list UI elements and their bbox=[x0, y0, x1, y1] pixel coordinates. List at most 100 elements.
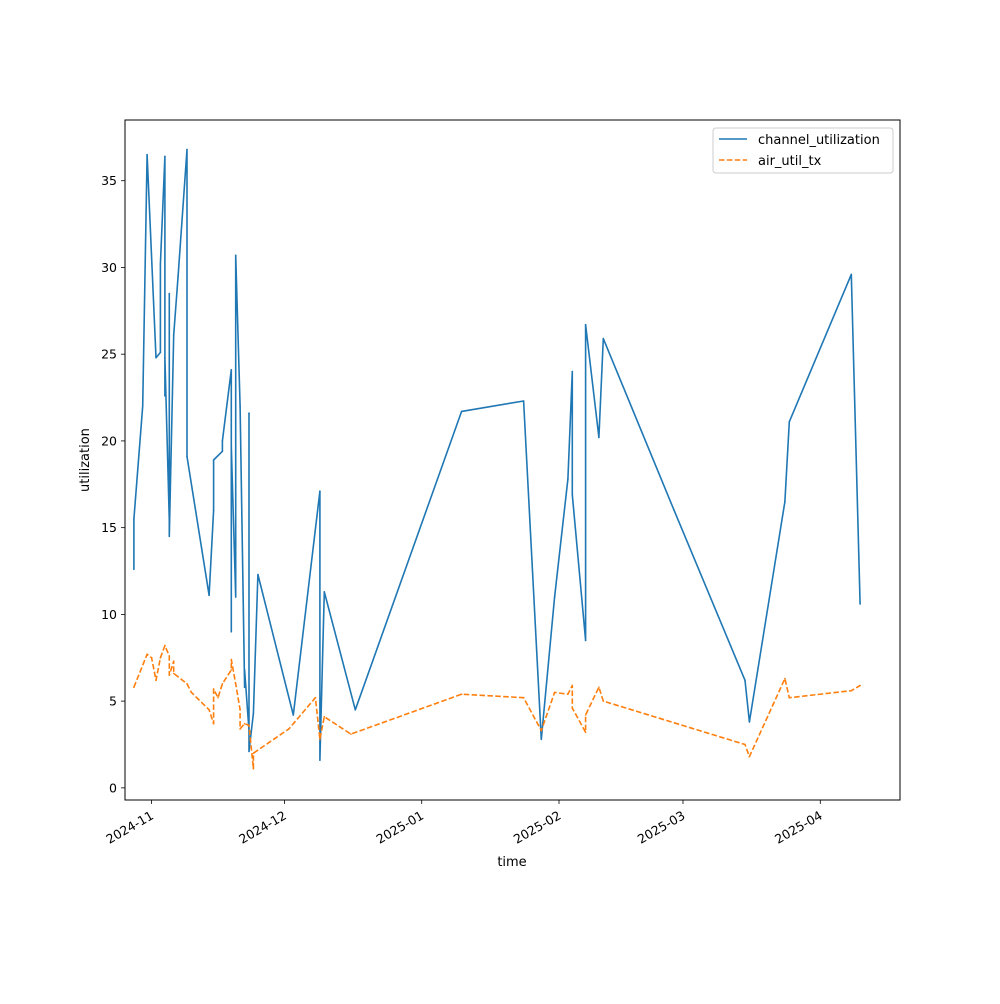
data-point bbox=[239, 405, 241, 408]
data-point bbox=[164, 155, 166, 158]
y-tick-label: 25 bbox=[101, 347, 117, 362]
data-point bbox=[146, 153, 148, 156]
data-point bbox=[234, 683, 237, 685]
data-point bbox=[602, 337, 605, 340]
data-point bbox=[221, 440, 224, 442]
y-tick-label: 15 bbox=[101, 520, 117, 535]
data-point bbox=[859, 684, 861, 687]
y-tick-label: 30 bbox=[101, 260, 117, 275]
plot-frame bbox=[124, 119, 901, 801]
data-point bbox=[584, 731, 587, 734]
data-point bbox=[584, 639, 587, 642]
data-point bbox=[212, 509, 215, 512]
series-layer bbox=[133, 148, 861, 770]
data-point bbox=[243, 686, 246, 688]
data-point bbox=[168, 655, 171, 657]
series-line-air-util-tx bbox=[133, 644, 861, 770]
data-point bbox=[230, 669, 233, 671]
y-tick-label: 20 bbox=[101, 433, 117, 448]
data-point bbox=[354, 709, 357, 711]
data-point bbox=[602, 700, 605, 702]
series-air-util-tx bbox=[133, 644, 861, 770]
data-point bbox=[168, 292, 171, 295]
data-point bbox=[133, 686, 135, 688]
data-point bbox=[221, 450, 224, 453]
data-point bbox=[239, 728, 241, 730]
data-point bbox=[164, 356, 166, 359]
data-point bbox=[243, 722, 246, 725]
legend-label-channel-utilization: channel_utilization bbox=[758, 133, 880, 148]
data-point bbox=[212, 722, 215, 725]
data-point bbox=[168, 674, 171, 676]
data-point bbox=[598, 686, 600, 688]
data-point bbox=[212, 459, 215, 461]
data-point bbox=[748, 755, 751, 758]
data-point bbox=[230, 445, 233, 447]
data-point bbox=[186, 455, 188, 458]
data-point bbox=[208, 594, 210, 597]
data-point bbox=[314, 696, 317, 699]
data-point bbox=[292, 714, 295, 716]
data-point bbox=[146, 653, 148, 656]
data-point bbox=[571, 684, 574, 687]
data-point bbox=[252, 752, 255, 754]
legend-box bbox=[712, 127, 894, 174]
data-point bbox=[319, 490, 321, 493]
data-point bbox=[234, 254, 237, 257]
data-point bbox=[319, 738, 321, 741]
data-point bbox=[319, 759, 321, 761]
data-point bbox=[252, 712, 255, 715]
data-point bbox=[571, 707, 574, 709]
data-point bbox=[177, 275, 179, 277]
data-point bbox=[155, 356, 157, 359]
data-point bbox=[217, 696, 219, 699]
data-point bbox=[186, 683, 188, 685]
data-point bbox=[133, 518, 135, 520]
data-point bbox=[168, 535, 171, 538]
data-point bbox=[859, 603, 861, 605]
data-point bbox=[784, 677, 786, 680]
y-tick-label: 35 bbox=[101, 173, 117, 188]
data-point bbox=[133, 568, 135, 571]
data-point bbox=[540, 738, 543, 741]
data-point bbox=[168, 519, 171, 522]
y-axis-label: utilization bbox=[78, 428, 93, 492]
data-point bbox=[850, 273, 853, 276]
data-point bbox=[159, 263, 162, 265]
data-point bbox=[788, 696, 791, 699]
data-point bbox=[744, 679, 746, 682]
legend-label-air-util-tx: air_util_tx bbox=[758, 154, 822, 169]
data-point bbox=[598, 436, 600, 439]
data-point bbox=[212, 688, 215, 690]
data-point bbox=[230, 658, 233, 661]
data-point bbox=[172, 334, 175, 336]
y-tick-label: 5 bbox=[109, 694, 117, 709]
data-point bbox=[288, 728, 290, 730]
data-point bbox=[172, 672, 175, 675]
y-tick-label: 0 bbox=[109, 780, 117, 795]
data-point bbox=[150, 657, 153, 659]
data-point bbox=[248, 750, 250, 753]
data-point bbox=[248, 724, 250, 727]
data-point bbox=[252, 768, 255, 770]
data-point bbox=[748, 721, 751, 723]
data-point bbox=[784, 500, 786, 503]
data-point bbox=[673, 509, 675, 512]
series-channel-utilization bbox=[133, 148, 861, 761]
data-point bbox=[584, 714, 587, 716]
data-point bbox=[522, 400, 525, 402]
data-point bbox=[186, 148, 188, 151]
data-point bbox=[553, 691, 556, 694]
legend: channel_utilization air_util_tx bbox=[712, 127, 894, 174]
data-point bbox=[460, 693, 463, 695]
data-point bbox=[522, 696, 525, 699]
data-point bbox=[172, 660, 175, 662]
data-point bbox=[159, 351, 162, 354]
data-point bbox=[208, 709, 210, 711]
data-point bbox=[323, 591, 326, 593]
data-point bbox=[159, 657, 162, 659]
data-point bbox=[744, 743, 746, 746]
data-point bbox=[571, 493, 574, 496]
